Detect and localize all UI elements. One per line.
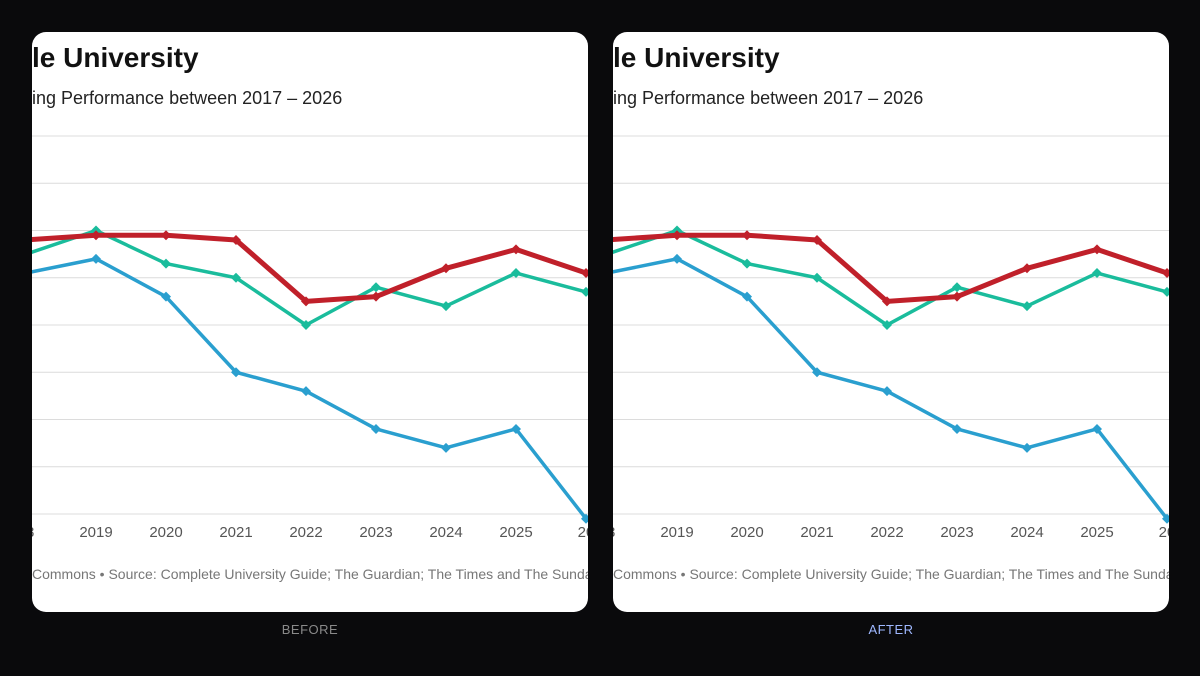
before-panel: le University ing Performance between 20… xyxy=(32,32,588,612)
series-point xyxy=(301,296,311,307)
x-tick-label: 2021 xyxy=(219,524,252,541)
series-point xyxy=(161,291,171,302)
series-point xyxy=(1022,263,1032,274)
series-point xyxy=(161,230,171,241)
chart-subtitle: ing Performance between 2017 – 2026 xyxy=(32,88,343,108)
x-tick-label: 2024 xyxy=(1010,524,1043,541)
x-tick-label: 2020 xyxy=(149,524,182,541)
series-point xyxy=(1162,268,1169,279)
series-point xyxy=(581,513,588,524)
x-tick-label: 20 xyxy=(1159,524,1169,541)
x-tick-label: 2025 xyxy=(1080,524,1113,541)
series-point xyxy=(812,367,822,378)
series-point xyxy=(1092,423,1102,434)
series-point xyxy=(231,234,241,245)
series-point xyxy=(581,286,588,297)
x-tick-label: 2024 xyxy=(429,524,462,541)
series-point xyxy=(882,386,892,397)
series-point xyxy=(511,244,521,255)
series-point xyxy=(91,230,101,241)
series-point xyxy=(952,423,962,434)
series-point xyxy=(301,320,311,330)
series-point xyxy=(742,258,752,269)
chart-source-footer: Commons • Source: Complete University Gu… xyxy=(32,566,588,582)
series-point xyxy=(672,253,682,264)
x-tick-label: 18 xyxy=(613,524,615,541)
series-point xyxy=(1022,301,1032,312)
series-point xyxy=(511,268,521,279)
chart-title: le University xyxy=(613,42,780,73)
series-point xyxy=(161,258,171,269)
x-tick-label: 2023 xyxy=(359,524,392,541)
series-line xyxy=(32,257,588,520)
series-point xyxy=(952,291,962,302)
series-point xyxy=(231,272,241,283)
series-point xyxy=(952,282,962,293)
series-point xyxy=(672,230,682,241)
x-tick-label: 2019 xyxy=(660,524,693,541)
x-tick-label: 2022 xyxy=(870,524,903,541)
x-tick-label: 2021 xyxy=(800,524,833,541)
x-tick-label: 20 xyxy=(578,524,588,541)
chart-subtitle: ing Performance between 2017 – 2026 xyxy=(613,88,924,108)
series-point xyxy=(742,230,752,241)
x-tick-label: 2022 xyxy=(289,524,322,541)
series-point xyxy=(1022,442,1032,453)
line-chart: 18 2019 2020 2021 2022 2023 2024 2025 20 xyxy=(32,135,588,541)
series-point xyxy=(371,291,381,302)
after-caption: AFTER xyxy=(868,622,914,637)
series-point xyxy=(1162,513,1169,524)
series-point xyxy=(441,301,451,312)
line-chart: 18 2019 2020 2021 2022 2023 2024 2025 20 xyxy=(613,135,1169,541)
series-line xyxy=(613,257,1169,520)
series-point xyxy=(812,272,822,283)
after-panel: le University ing Performance between 20… xyxy=(613,32,1169,612)
series-point xyxy=(371,423,381,434)
before-caption: BEFORE xyxy=(281,622,339,637)
series-point xyxy=(441,442,451,453)
chart-source-footer: Commons • Source: Complete University Gu… xyxy=(613,566,1169,582)
series-point xyxy=(581,268,588,279)
series-point xyxy=(301,386,311,397)
series-point xyxy=(1162,286,1169,297)
series-point xyxy=(742,291,752,302)
x-tick-label: 2025 xyxy=(499,524,532,541)
x-tick-label: 2019 xyxy=(79,524,112,541)
x-tick-label: 2020 xyxy=(730,524,763,541)
series-point xyxy=(511,423,521,434)
x-tick-label: 18 xyxy=(32,524,34,541)
chart-title: le University xyxy=(32,42,199,73)
x-tick-label: 2023 xyxy=(940,524,973,541)
series-point xyxy=(882,320,892,330)
series-point xyxy=(441,263,451,274)
series-point xyxy=(371,282,381,293)
series-point xyxy=(812,234,822,245)
series-point xyxy=(882,296,892,307)
series-point xyxy=(1092,244,1102,255)
series-point xyxy=(91,253,101,264)
series-point xyxy=(231,367,241,378)
series-point xyxy=(1092,268,1102,279)
